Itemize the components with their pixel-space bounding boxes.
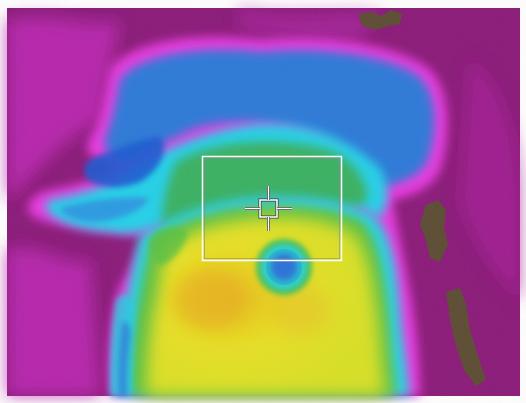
sensor-noise bbox=[7, 8, 520, 396]
